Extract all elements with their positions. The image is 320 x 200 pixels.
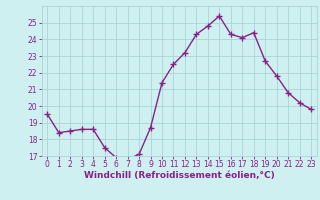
X-axis label: Windchill (Refroidissement éolien,°C): Windchill (Refroidissement éolien,°C) [84, 171, 275, 180]
